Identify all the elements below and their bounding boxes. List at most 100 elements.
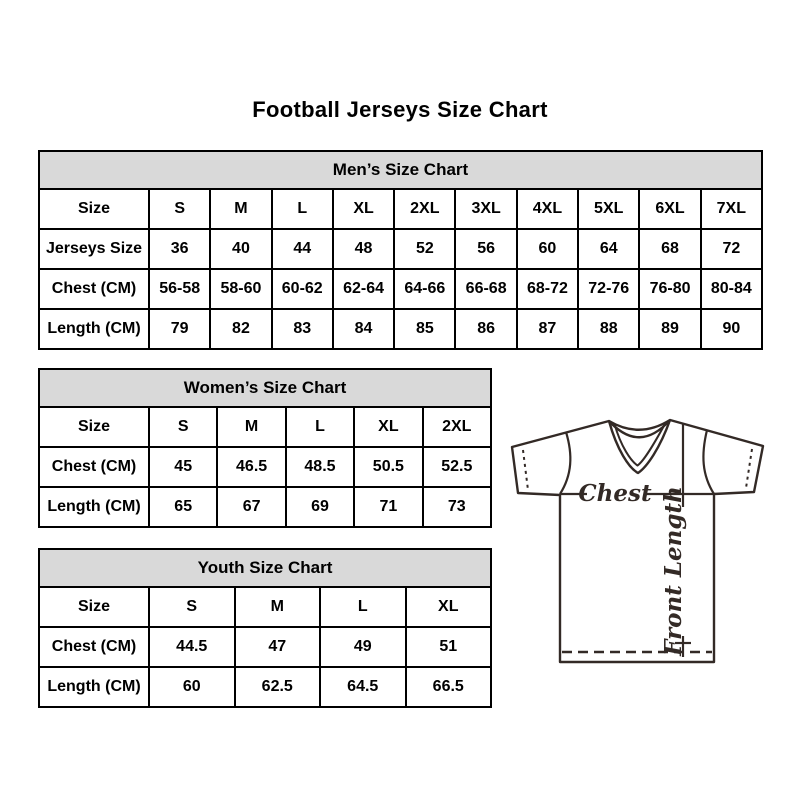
size-cell: 89	[638, 308, 702, 350]
row-label: Jerseys Size	[38, 228, 150, 270]
size-cell: 5XL	[577, 188, 641, 230]
size-cell: 2XL	[421, 406, 493, 448]
size-cell: 49	[319, 626, 407, 668]
size-cell: 87	[515, 308, 580, 350]
size-cell: 85	[393, 308, 457, 350]
size-cell: 64-66	[393, 268, 457, 310]
chest-label: Chest	[578, 480, 652, 507]
size-cell: 45	[147, 446, 219, 488]
size-cell: M	[209, 188, 273, 230]
size-cell: 62-64	[331, 268, 396, 310]
row-label: Size	[38, 406, 150, 448]
size-cell: 62.5	[233, 666, 321, 708]
size-cell: 3XL	[454, 188, 518, 230]
row-label: Size	[38, 188, 150, 230]
row-label: Chest (CM)	[38, 268, 150, 310]
size-cell: 67	[216, 486, 287, 528]
size-cell: 65	[147, 486, 219, 528]
size-cell: 56-58	[147, 268, 212, 310]
front-length-label: Front Length	[660, 486, 687, 657]
size-cell: 66.5	[404, 666, 492, 708]
size-cell: 83	[270, 308, 334, 350]
size-cell: 44	[270, 228, 334, 270]
size-cell: 84	[331, 308, 396, 350]
size-cell: XL	[353, 406, 424, 448]
table-row: Size S M L XL 2XL	[38, 406, 493, 448]
size-cell: L	[270, 188, 334, 230]
table-row: Jerseys Size 36 40 44 48 52 56 60 64 68 72	[38, 228, 764, 270]
size-cell: 46.5	[216, 446, 287, 488]
size-cell: 7XL	[699, 188, 764, 230]
size-cell: 82	[209, 308, 273, 350]
size-cell: 69	[284, 486, 356, 528]
size-cell: S	[147, 188, 212, 230]
table-title: Men’s Size Chart	[38, 150, 763, 190]
size-cell: L	[319, 586, 407, 628]
row-label: Length (CM)	[38, 666, 150, 708]
table-row: Chest (CM) 56-58 58-60 60-62 62-64 64-66 66-68…	[38, 268, 764, 310]
size-cell: 64.5	[319, 666, 407, 708]
table-row: Size S M L XL 2XL 3XL 4XL 5XL 6XL 7XL	[38, 188, 764, 230]
size-cell: 86	[454, 308, 518, 350]
size-cell: 36	[147, 228, 212, 270]
right-armhole-seam	[702, 429, 715, 495]
table-row: Size S M L XL	[38, 586, 492, 628]
table-title: Youth Size Chart	[38, 548, 492, 588]
size-cell: 71	[353, 486, 424, 528]
size-cell: 4XL	[515, 188, 580, 230]
left-armhole-seam	[559, 431, 572, 495]
womens-size-table: Women’s Size Chart Size S M L XL 2XL Chest (CM)…	[38, 368, 493, 528]
row-label: Chest (CM)	[38, 626, 150, 668]
size-cell: 56	[454, 228, 518, 270]
size-cell: 48.5	[284, 446, 356, 488]
size-cell: 90	[699, 308, 764, 350]
size-cell: 50.5	[353, 446, 424, 488]
table-row: Length (CM) 60 62.5 64.5 66.5	[38, 666, 492, 708]
size-cell: 64	[577, 228, 641, 270]
size-cell: XL	[331, 188, 396, 230]
table-row: Length (CM) 79 82 83 84 85 86 87 88 89 90	[38, 308, 764, 350]
jersey-outline	[510, 418, 765, 664]
size-cell: 52	[393, 228, 457, 270]
size-cell: 60	[515, 228, 580, 270]
size-cell: 80-84	[699, 268, 764, 310]
size-cell: 73	[421, 486, 493, 528]
row-label: Length (CM)	[38, 308, 150, 350]
size-cell: 47	[233, 626, 321, 668]
size-cell: M	[233, 586, 321, 628]
size-cell: 66-68	[454, 268, 518, 310]
size-cell: 79	[147, 308, 212, 350]
size-cell: 6XL	[638, 188, 702, 230]
size-cell: 58-60	[209, 268, 273, 310]
size-cell: 2XL	[393, 188, 457, 230]
size-cell: S	[147, 406, 219, 448]
youth-size-table: Youth Size Chart Size S M L XL Chest (CM) 44.5 4…	[38, 548, 492, 708]
table-title: Women’s Size Chart	[38, 368, 492, 408]
size-cell: 68	[638, 228, 702, 270]
size-cell: 72	[699, 228, 764, 270]
mens-size-table: Men’s Size Chart Size S M L XL 2XL 3XL 4XL 5XL 6XL…	[38, 150, 764, 350]
row-label: Size	[38, 586, 150, 628]
size-cell: 88	[577, 308, 641, 350]
size-cell: 52.5	[421, 446, 493, 488]
size-cell: 40	[209, 228, 273, 270]
size-cell: 76-80	[638, 268, 702, 310]
size-cell: XL	[404, 586, 492, 628]
size-cell: 72-76	[577, 268, 641, 310]
page-title: Football Jerseys Size Chart	[252, 97, 548, 122]
table-row: Length (CM) 65 67 69 71 73	[38, 486, 493, 528]
size-cell: 48	[331, 228, 396, 270]
size-cell: 68-72	[515, 268, 580, 310]
size-cell: 51	[404, 626, 492, 668]
row-label: Length (CM)	[38, 486, 150, 528]
table-row: Chest (CM) 44.5 47 49 51	[38, 626, 492, 668]
row-label: Chest (CM)	[38, 446, 150, 488]
size-cell: L	[284, 406, 356, 448]
size-cell: 44.5	[148, 626, 236, 668]
size-cell: S	[148, 586, 236, 628]
collar-v-inner	[613, 422, 667, 467]
size-cell: M	[216, 406, 287, 448]
jersey-measurement-diagram: Chest Front Length	[510, 418, 765, 664]
collar-v-outer	[607, 419, 672, 475]
size-cell: 60	[148, 666, 236, 708]
